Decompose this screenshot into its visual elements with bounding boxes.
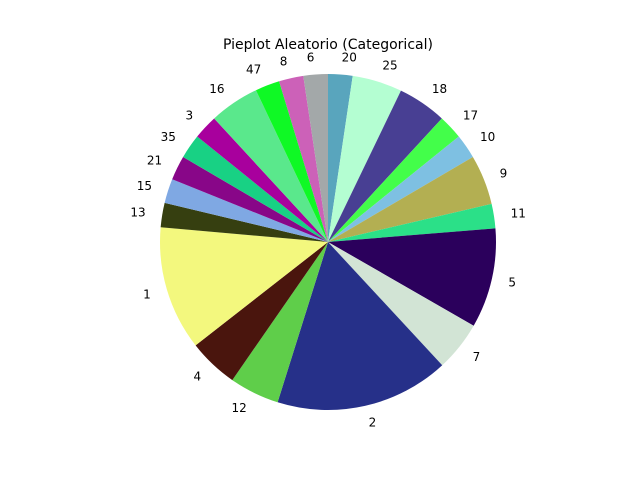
pie-slice-11 [328,203,496,242]
pie-label-35: 35 [161,130,176,144]
pie-label-6: 6 [307,51,315,65]
pie-label-16: 16 [209,82,224,96]
pie-label-47: 47 [246,63,261,77]
pie-label-11: 11 [511,206,526,220]
pie-label-9: 9 [500,166,508,180]
pie-slice-13 [160,202,328,242]
chart-title: Pieplot Aleatorio (Categorical) [223,37,433,53]
pie-label-13: 13 [130,205,145,219]
pie-slice-16 [214,90,328,242]
pie-slice-21 [172,156,328,242]
pie-slice-12 [232,242,328,403]
pie-label-20: 20 [342,51,357,65]
pie-label-15: 15 [137,179,152,193]
pie-slice-9 [328,156,492,242]
pie-slice-10 [328,136,473,242]
pie-label-25: 25 [382,58,397,72]
pie-slices [160,74,496,411]
pie-label-2: 2 [369,415,377,429]
pie-label-4: 4 [193,369,201,383]
pie-slice-8 [279,75,328,242]
pie-slice-25 [328,75,401,242]
pie-slice-20 [328,74,353,242]
pie-label-5: 5 [508,275,516,289]
pie-slice-35 [183,136,328,242]
pie-slice-7 [328,242,474,366]
pie-slice-6 [303,74,328,242]
pie-label-12: 12 [231,401,246,415]
pie-label-3: 3 [185,109,193,123]
pie-label-10: 10 [480,130,495,144]
pie-slice-1 [160,227,328,346]
pie-label-7: 7 [473,350,481,364]
pie-slice-3 [197,118,328,242]
pie-slice-18 [328,90,442,242]
pie-label-21: 21 [147,153,162,167]
pie-label-18: 18 [432,82,447,96]
pie-slice-5 [328,228,496,326]
pie-label-1: 1 [143,287,151,301]
pie-slice-2 [277,242,443,411]
pie-slice-47 [255,81,328,242]
pie-slice-17 [328,118,459,242]
pie-slice-4 [195,242,328,381]
pie-slice-15 [164,179,328,242]
pie-label-8: 8 [280,55,288,69]
pie-label-17: 17 [463,109,478,123]
